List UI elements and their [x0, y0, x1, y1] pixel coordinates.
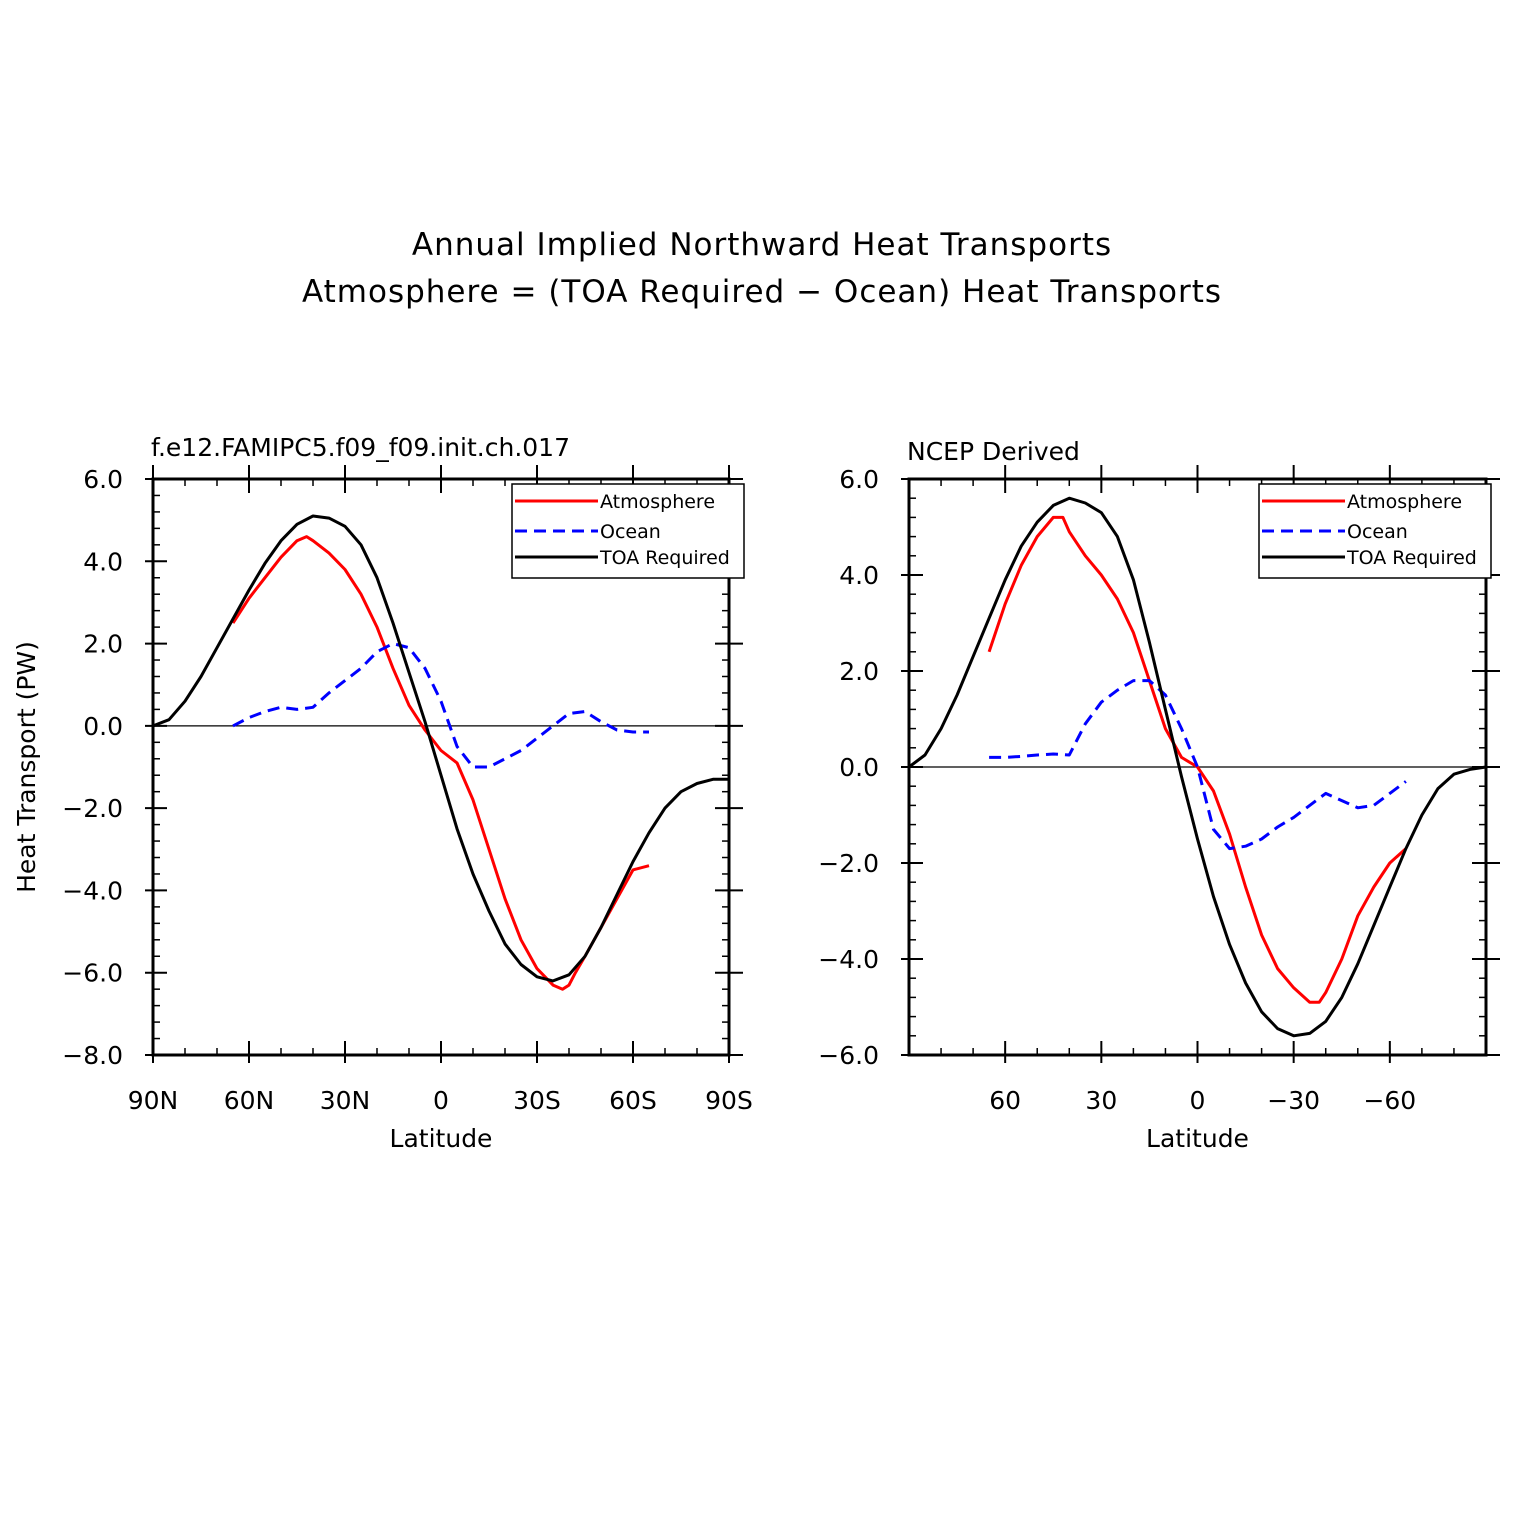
- x-tick-label: 0: [1190, 1086, 1206, 1115]
- x-tick-label: 30: [1085, 1086, 1117, 1115]
- x-axis-label: Latitude: [1146, 1124, 1249, 1153]
- figure-subtitle: Atmosphere = (TOA Required − Ocean) Heat…: [302, 274, 1222, 310]
- y-tick-label: 6.0: [839, 465, 879, 494]
- y-tick-label: 2.0: [83, 630, 123, 659]
- plot-frame: [151, 477, 731, 1057]
- legend-label: Atmosphere: [1347, 491, 1462, 513]
- series-line-toa-required: [908, 496, 1487, 1038]
- y-tick-label: −2.0: [62, 794, 123, 823]
- y-tick-label: 4.0: [83, 547, 123, 576]
- y-tick-label: −6.0: [818, 1041, 879, 1070]
- x-tick-label: 30N: [320, 1086, 371, 1115]
- x-tick-label: 60N: [224, 1086, 275, 1115]
- y-tick-label: 0.0: [83, 712, 123, 741]
- series-line-atmosphere: [231, 535, 650, 991]
- y-tick-label: 0.0: [839, 753, 879, 782]
- y-tick-label: −8.0: [62, 1041, 123, 1070]
- y-tick-label: 6.0: [83, 465, 123, 494]
- y-tick-label: −4.0: [62, 876, 123, 905]
- figure-title: Annual Implied Northward Heat Transports: [412, 227, 1112, 263]
- legend-label: Ocean: [1347, 521, 1408, 543]
- x-tick-label: −30: [1267, 1086, 1320, 1115]
- y-tick-label: −2.0: [818, 849, 879, 878]
- x-tick-label: 0: [433, 1086, 449, 1115]
- series-line-toa-required: [152, 514, 729, 983]
- x-tick-label: 90N: [128, 1086, 179, 1115]
- y-tick-label: −4.0: [818, 945, 879, 974]
- panel-title: NCEP Derived: [907, 437, 1080, 466]
- legend-label: Ocean: [600, 521, 661, 543]
- x-tick-label: 60S: [609, 1086, 657, 1115]
- x-tick-label: 60: [989, 1086, 1021, 1115]
- legend-label: TOA Required: [599, 547, 730, 569]
- x-axis-label: Latitude: [390, 1124, 493, 1153]
- panel-title: f.e12.FAMIPC5.f09_f09.init.ch.017: [151, 433, 570, 462]
- legend-label: TOA Required: [1346, 547, 1477, 569]
- series-line-atmosphere: [987, 515, 1407, 1004]
- panel-left: f.e12.FAMIPC5.f09_f09.init.ch.017 −8.0 −6.…: [12, 433, 753, 1153]
- legend: Atmosphere Ocean TOA Required: [1258, 483, 1492, 579]
- legend: Atmosphere Ocean TOA Required: [511, 483, 745, 579]
- y-tick-label: −6.0: [62, 959, 123, 988]
- y-tick-label: 4.0: [839, 561, 879, 590]
- legend-label: Atmosphere: [600, 491, 715, 513]
- series-line-ocean: [989, 679, 1407, 851]
- y-tick-label: 2.0: [839, 657, 879, 686]
- panel-right: NCEP Derived −6.0 −4.0 −2.0 0.0 2.0 4.0 6.0 60 30…: [818, 437, 1500, 1153]
- x-tick-label: 30S: [513, 1086, 561, 1115]
- plot-frame: [907, 477, 1488, 1057]
- x-tick-label: 90S: [705, 1086, 753, 1115]
- y-axis-label: Heat Transport (PW): [12, 641, 41, 893]
- legend-box: [1258, 483, 1492, 579]
- series-line-ocean: [232, 642, 649, 769]
- x-tick-label: −60: [1363, 1086, 1416, 1115]
